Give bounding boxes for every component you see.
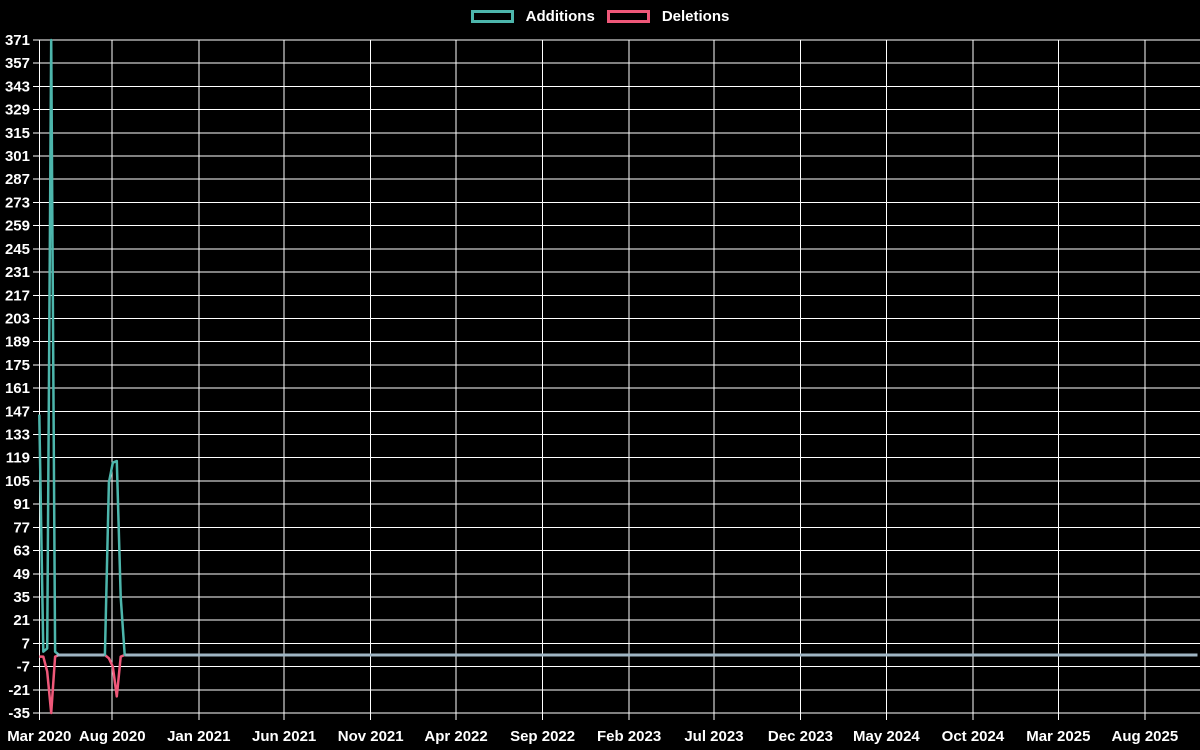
y-tick-label: -7 [17,659,30,676]
y-tick-label: 189 [5,334,30,351]
x-tick-label: Apr 2022 [424,728,487,745]
x-tick-label: Nov 2021 [338,728,404,745]
x-tick-label: Mar 2020 [7,728,71,745]
y-tick-label: 161 [5,380,30,397]
y-tick-label: -21 [8,682,30,699]
y-tick-label: -35 [8,705,30,722]
chart-legend: Additions Deletions [0,9,1200,24]
y-tick-label: 119 [6,450,30,467]
y-tick-label: 133 [5,427,30,444]
y-tick-label: 273 [5,194,30,211]
y-tick-label: 49 [13,566,30,583]
x-tick-label: Feb 2023 [597,728,661,745]
additions-swatch-icon [470,10,514,23]
deletions-swatch-icon [606,10,650,23]
y-tick-label: 35 [13,589,30,606]
x-tick-label: Aug 2020 [79,728,146,745]
axis-labels: 3713573433293153012872732592452312172031… [5,32,1178,745]
gridlines [33,39,1200,720]
legend-label-additions: Additions [525,8,595,25]
x-tick-label: Sep 2022 [510,728,575,745]
y-tick-label: 105 [5,473,30,490]
y-tick-label: 21 [13,612,30,629]
series-line-additions [38,38,1198,657]
x-tick-label: May 2024 [853,728,920,745]
y-tick-label: 245 [5,241,30,258]
y-tick-label: 147 [5,403,30,420]
y-tick-label: 329 [5,102,30,119]
y-tick-label: 77 [13,519,30,536]
y-tick-label: 259 [5,218,30,235]
x-tick-label: Mar 2025 [1026,728,1090,745]
y-tick-label: 315 [5,125,30,142]
x-tick-label: Dec 2023 [768,728,833,745]
x-tick-label: Jul 2023 [684,728,743,745]
y-tick-label: 63 [13,543,30,560]
x-tick-label: Jun 2021 [252,728,316,745]
series-lines [38,38,1198,715]
series-line-deletions [39,653,1198,715]
legend-item-additions[interactable]: Additions [470,8,595,25]
y-tick-label: 203 [5,310,30,327]
y-tick-label: 91 [13,496,30,513]
y-tick-label: 301 [5,148,30,165]
y-tick-label: 231 [5,264,30,281]
y-tick-label: 287 [5,171,30,188]
y-tick-label: 343 [5,78,30,95]
x-tick-label: Oct 2024 [942,728,1005,745]
x-tick-label: Aug 2025 [1112,728,1179,745]
legend-item-deletions[interactable]: Deletions [606,8,730,25]
legend-label-deletions: Deletions [661,8,730,25]
y-tick-label: 357 [5,55,30,72]
x-tick-label: Jan 2021 [167,728,230,745]
y-tick-label: 371 [5,32,30,49]
y-tick-label: 7 [22,635,30,652]
y-tick-label: 217 [5,287,30,304]
y-tick-label: 175 [5,357,30,374]
